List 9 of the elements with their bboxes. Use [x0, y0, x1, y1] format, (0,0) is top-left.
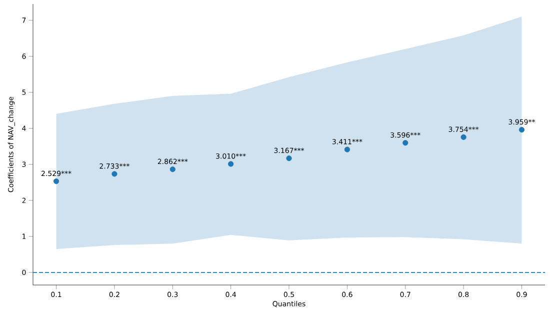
point — [402, 140, 408, 146]
point — [518, 126, 525, 133]
point — [286, 156, 292, 162]
point — [170, 166, 176, 172]
point — [112, 171, 118, 177]
point — [460, 134, 466, 140]
point — [344, 146, 350, 152]
point — [53, 178, 60, 184]
point — [228, 161, 234, 167]
